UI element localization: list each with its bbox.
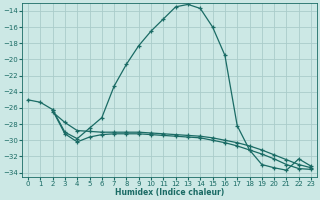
X-axis label: Humidex (Indice chaleur): Humidex (Indice chaleur) xyxy=(115,188,224,197)
